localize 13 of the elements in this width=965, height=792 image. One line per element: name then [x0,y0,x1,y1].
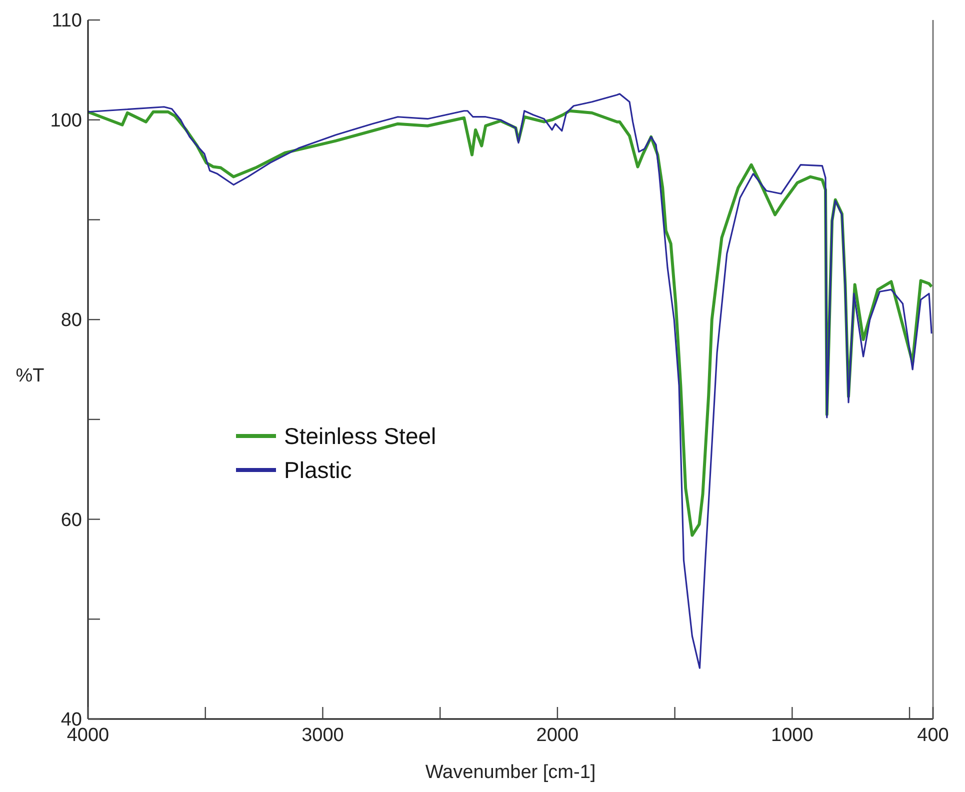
x-tick-label: 400 [917,725,949,746]
y-tick-label: 100 [50,110,82,132]
legend-label: Plastic [284,457,352,484]
x-tick-label: 2000 [536,725,579,746]
y-tick-label: 110 [52,10,82,32]
y-axis-title: %T [16,366,45,386]
legend-label: Steinless Steel [284,423,436,450]
x-axis-title: Wavenumber [cm-1] [425,762,596,783]
y-tick-label: 60 [60,510,82,531]
x-tick-label: 3000 [302,725,344,746]
y-tick-label: 80 [60,310,82,332]
x-tick-label: 1000 [771,725,814,746]
line-series [87,93,932,669]
